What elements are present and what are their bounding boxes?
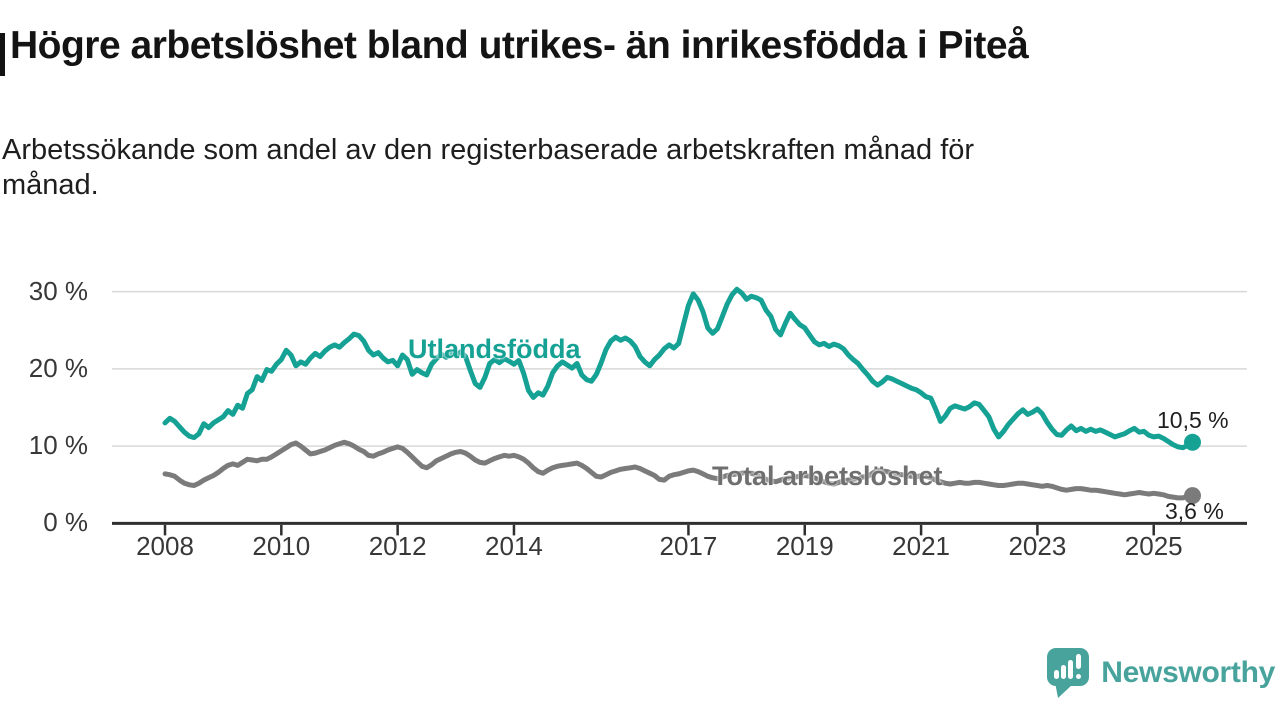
newsworthy-logo-icon: [1047, 648, 1090, 698]
x-axis-label-2025: 2025: [1124, 531, 1183, 561]
series-label-utlandsfodda: Utlandsfödda: [408, 334, 581, 364]
end-value-label-total: 3,6 %: [1165, 498, 1224, 524]
newsworthy-wordmark: Newsworthy: [1101, 655, 1275, 689]
x-axis-label-2014: 2014: [485, 531, 543, 561]
left-edge-crop-mark: [0, 33, 5, 76]
newsworthy-branding: Newsworthy: [1045, 646, 1275, 699]
utlandsfodda-end-dot: [1184, 433, 1201, 451]
y-axis-label-30-pct: 30 %: [28, 275, 88, 306]
utlandsfodda-line: [162, 286, 1195, 451]
series-label-total-arbetsloshet: Total arbetslöshet: [712, 461, 943, 491]
x-axis-labels: 2008 2010 2012 2014 2017 2019 2021 2023 2025: [0, 531, 1280, 571]
x-axis-label-2010: 2010: [252, 531, 311, 561]
x-axis-label-2008: 2008: [136, 531, 194, 561]
x-axis-label-2012: 2012: [368, 531, 427, 561]
x-axis-label-2019: 2019: [775, 531, 834, 561]
y-axis-label-20-pct: 20 %: [28, 352, 88, 383]
x-axis-label-2017: 2017: [659, 531, 718, 561]
y-axis-label-0-pct: 0 %: [43, 507, 88, 538]
total-arbetsloshet-line: [162, 439, 1195, 501]
x-axis-label-2021: 2021: [892, 531, 950, 561]
total-arbetsloshet-end-dot: [1184, 487, 1201, 505]
end-value-label-utlandsfodda: 10,5 %: [1157, 407, 1229, 433]
y-axis-labels: 0 % 10 % 20 % 30 %: [0, 0, 100, 600]
y-axis-label-10-pct: 10 %: [28, 430, 88, 461]
page-title: Högre arbetslöshet bland utrikes- än inr…: [10, 24, 1029, 67]
subtitle-line-2: månad.: [2, 169, 99, 201]
subtitle-line-1: Arbetssökande som andel av den registerb…: [2, 134, 975, 166]
x-axis-label-2023: 2023: [1008, 531, 1067, 561]
